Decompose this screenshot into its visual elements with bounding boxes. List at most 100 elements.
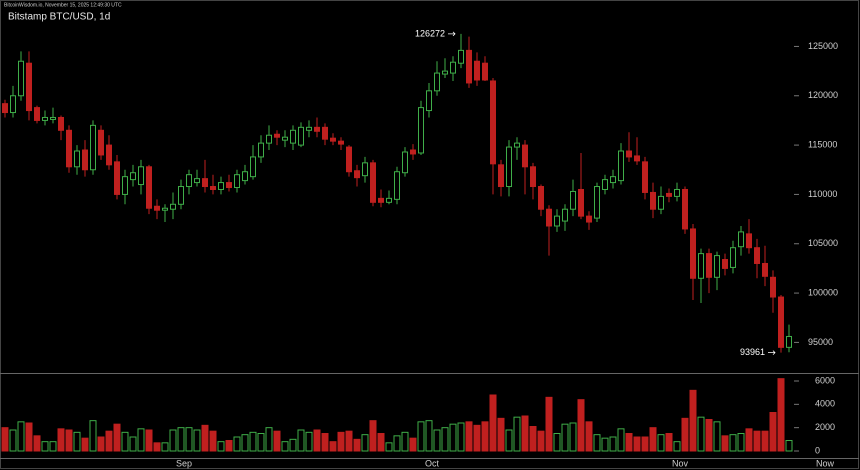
volume-bar — [81, 437, 89, 452]
candle-body — [290, 129, 296, 144]
candle-body — [194, 178, 200, 184]
volume-bar — [513, 416, 521, 452]
volume-bar — [649, 427, 657, 452]
volume-bar — [449, 423, 457, 452]
y-tick-label: 115000 — [808, 139, 837, 149]
volume-bar — [65, 429, 73, 452]
volume-bar — [241, 434, 249, 452]
y-tick-label: 95000 — [808, 337, 833, 347]
candle-body — [458, 49, 464, 64]
candle-body — [618, 150, 624, 182]
candle-body — [762, 262, 768, 277]
candle-body — [242, 171, 248, 182]
candle-body — [722, 259, 728, 269]
volume-bar — [657, 434, 665, 452]
candle-body — [138, 166, 144, 186]
volume-bar — [481, 421, 489, 452]
candle-body — [706, 253, 712, 278]
candle-body — [714, 255, 720, 278]
volume-bar — [761, 430, 769, 452]
volume-bar — [209, 430, 217, 452]
candle-body — [506, 146, 512, 188]
volume-bar — [553, 433, 561, 452]
volume-bar — [569, 422, 577, 452]
candle-body — [186, 174, 192, 188]
candle-body — [74, 150, 80, 168]
volume-bar — [129, 436, 137, 452]
candle-body — [146, 166, 152, 209]
volume-bar — [505, 429, 513, 452]
volume-bar — [529, 426, 537, 452]
candle-body — [570, 190, 576, 210]
candle-body — [770, 276, 776, 298]
extreme-arrow — [768, 350, 776, 355]
candle-body — [690, 228, 696, 279]
candle-body — [594, 186, 600, 219]
candle-body — [66, 129, 72, 168]
candle-body — [90, 124, 96, 171]
volume-bar — [665, 433, 673, 452]
volume-y-tick-label: 2000 — [815, 422, 835, 432]
volume-bar — [361, 434, 369, 452]
source-header: BitcoinWisdom.io, November 15, 2025 12:4… — [4, 2, 122, 8]
candle-body — [378, 197, 384, 203]
volume-bar — [9, 429, 17, 452]
volume-bar — [457, 422, 465, 452]
volume-bar — [633, 436, 641, 452]
candle-body — [354, 170, 360, 179]
y-tick-label: 110000 — [808, 189, 837, 199]
extreme-arrow — [448, 31, 456, 37]
candle-body — [442, 70, 448, 75]
candle-body — [42, 116, 48, 121]
candle-body — [730, 247, 736, 268]
volume-bar — [41, 441, 49, 452]
candle-body — [298, 126, 304, 146]
volume-bar — [153, 442, 161, 452]
candle-body — [82, 149, 88, 171]
volume-bar — [137, 428, 145, 452]
volume-bar — [721, 435, 729, 452]
y-tick-label: 105000 — [808, 238, 838, 248]
candle-body — [418, 107, 424, 154]
volume-bar — [617, 428, 625, 452]
volume-bar — [705, 419, 713, 452]
volume-bar — [49, 441, 57, 452]
volume-bar — [249, 431, 257, 452]
volume-bar — [577, 399, 585, 452]
volume-bar — [377, 433, 385, 452]
candle-body — [674, 188, 680, 197]
volume-bar — [681, 417, 689, 452]
candle-body — [546, 208, 552, 227]
y-tick-label: 125000 — [808, 41, 838, 51]
volume-y-tick-label: 0 — [815, 445, 820, 455]
volume-bar — [73, 431, 81, 452]
volume-bar — [425, 420, 433, 452]
candle-body — [130, 172, 136, 181]
volume-bar — [561, 423, 569, 452]
volume-y-tick-label: 6000 — [815, 375, 835, 385]
volume-bar — [353, 438, 361, 452]
candle-body — [58, 116, 64, 131]
candle-body — [482, 62, 488, 81]
volume-bar — [697, 416, 705, 452]
volume-bar — [593, 434, 601, 452]
candle-body — [586, 215, 592, 223]
volume-y-tick-label: 4000 — [815, 399, 835, 409]
candle-body — [610, 176, 616, 184]
volume-bar — [521, 415, 529, 452]
volume-bar — [321, 433, 329, 452]
volume-bar — [177, 427, 185, 452]
candle-body — [682, 188, 688, 230]
candle-body — [370, 162, 376, 203]
volume-bar — [257, 433, 265, 452]
candle-body — [626, 150, 632, 158]
volume-bar — [433, 429, 441, 452]
candle-body — [34, 107, 40, 121]
volume-bar — [297, 429, 305, 452]
volume-bar — [57, 428, 65, 452]
volume-bar — [185, 427, 193, 452]
volume-bar — [17, 421, 25, 452]
candle-body — [738, 231, 744, 248]
candle-body — [98, 129, 104, 156]
candle-body — [338, 140, 344, 145]
